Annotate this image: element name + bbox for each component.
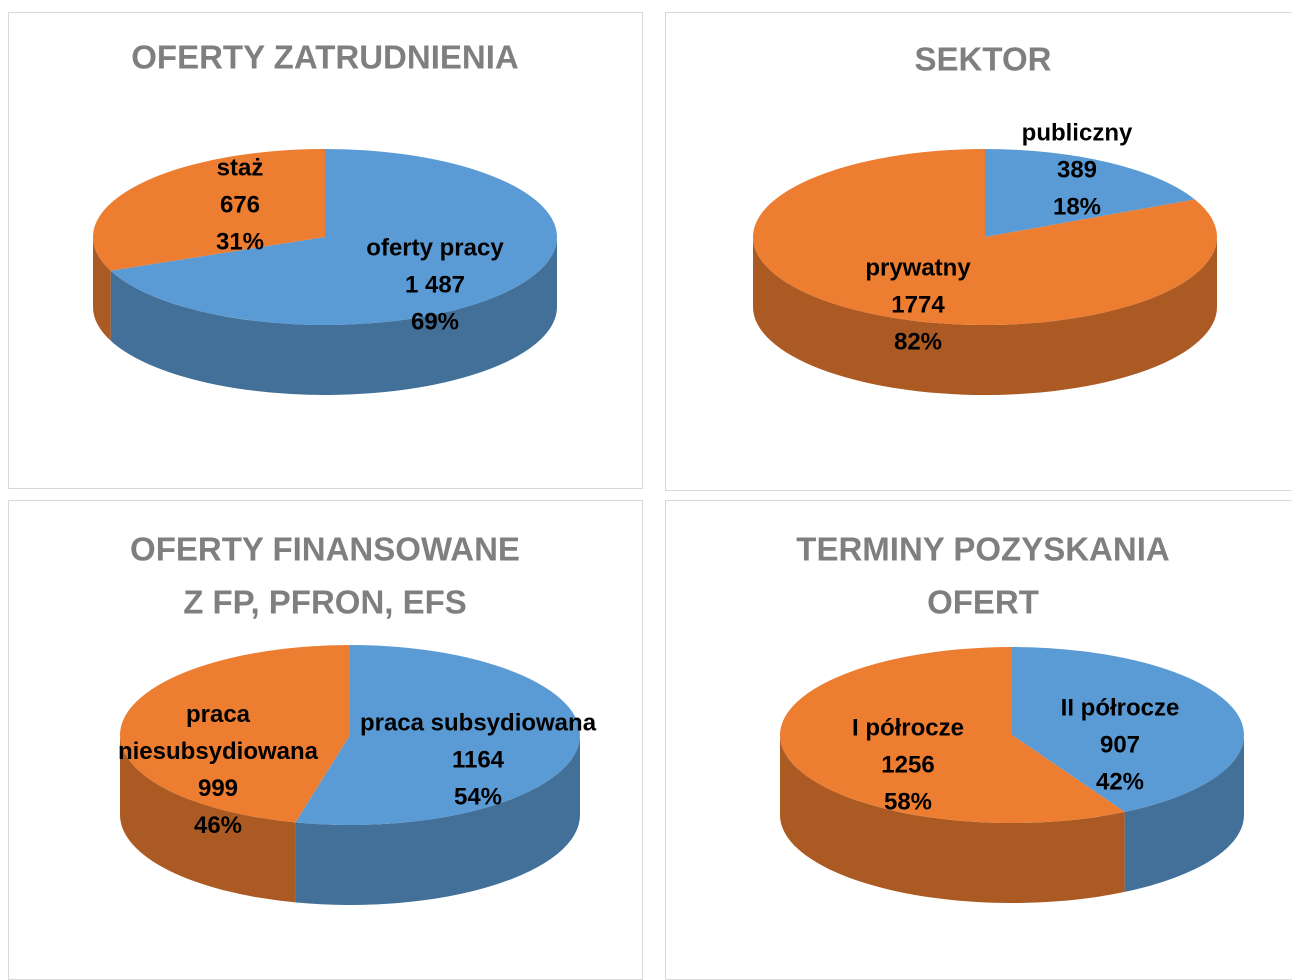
percent-label: 18% [1052,193,1102,221]
category-label: staż [216,154,264,182]
slice-side [120,735,296,903]
data-label: praca subsydiowana 1164 54% [338,705,618,816]
slice-side [93,237,111,341]
category-label: II półrocze [1060,694,1180,722]
slice-top [93,149,325,271]
percent-label: 31% [215,228,265,256]
pie-slice [1012,647,1245,892]
pie-slice [779,647,1125,903]
slice-side [753,237,1217,395]
chart-title: OFERTY ZATRUDNIENIA [131,39,518,76]
value-label: 999 [197,775,239,802]
slice-side [779,735,1125,903]
data-label: II półrocze 907 42% [1020,690,1220,801]
category-label: oferty pracy [366,234,504,262]
category-label: publiczny [1021,119,1133,147]
value-label: 1256 [881,751,935,779]
category-label: praca subsydiowana [359,709,597,737]
data-label: I półrocze 1256 58% [808,710,1008,821]
slice-side [1124,735,1244,892]
percent-label: 82% [893,328,943,356]
chart-title: OFERTY FINANSOWANE [130,531,520,568]
chart-title: OFERT [927,584,1039,621]
slice-top [119,645,350,823]
slice-top [110,149,558,325]
data-label: oferty pracy 1 487 69% [335,230,535,341]
pie-slice [110,149,558,395]
percent-label: 42% [1095,768,1145,796]
slice-top [1012,647,1245,812]
category-label: praca niesubsydiowana [117,701,319,765]
slice-top [985,149,1195,237]
pie-slice [985,149,1195,237]
data-label: prywatny 1774 82% [838,250,998,361]
value-label: 389 [1056,156,1098,184]
value-label: 1164 [451,746,505,774]
category-label: I półrocze [851,714,965,742]
data-label: staż 676 31% [180,150,300,261]
percent-label: 46% [193,812,243,839]
chart-title: Z FP, PFRON, EFS [183,584,467,621]
slice-top [295,645,580,825]
value-label: 1774 [891,291,945,319]
data-label: publiczny 389 18% [997,115,1157,226]
pie-slice [93,149,325,341]
category-label: prywatny [865,254,971,282]
percent-label: 69% [410,308,460,336]
percent-label: 54% [453,783,503,811]
value-label: 676 [219,191,261,219]
slice-side [295,735,580,906]
slice-top [780,647,1125,823]
chart-title: SEKTOR [915,41,1052,78]
data-label: praca niesubsydiowana 999 46% [103,696,333,844]
slice-side [110,237,557,395]
slice-top [753,149,1217,325]
value-label: 907 [1099,731,1141,759]
pie-slice [753,149,1217,395]
chart-title: TERMINY POZYSKANIA [796,531,1169,568]
pie-slice [295,645,580,906]
pie-slice [119,645,350,903]
percent-label: 58% [883,788,933,816]
value-label: 1 487 [404,271,466,299]
